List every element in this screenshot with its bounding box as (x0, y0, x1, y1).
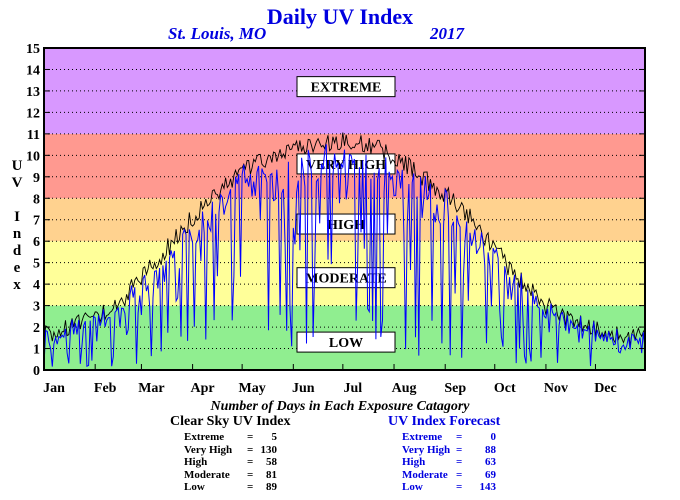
row-label: High (402, 456, 426, 468)
y-tick-label-11: 11 (27, 128, 40, 143)
table-row: Moderate = 69 (388, 469, 500, 482)
row-value: 0 (490, 431, 497, 443)
row-value: 143 (479, 481, 497, 493)
table-row: Very High = 130 (170, 444, 290, 457)
row-equals: = (456, 443, 463, 456)
row-value: 5 (271, 431, 278, 443)
row-label: Moderate (402, 468, 448, 481)
band-label-box (296, 76, 396, 98)
chart-title: Daily UV Index (266, 4, 414, 29)
y-tick-label-7: 7 (33, 214, 40, 229)
band-label-very-high: VERY HIGH (306, 158, 386, 173)
x-tick-label-jun: Jun (292, 381, 315, 396)
row-equals: = (456, 431, 463, 443)
y-tick-label-8: 8 (33, 192, 40, 207)
row-value: 88 (485, 443, 496, 456)
y-tick-label-9: 9 (33, 171, 40, 186)
y-tick-label-10: 10 (26, 149, 40, 164)
x-tick-label-jan: Jan (43, 381, 65, 396)
row-label: Extreme (184, 431, 225, 443)
row-equals: = (456, 456, 463, 468)
y-tick-label-14: 14 (26, 63, 40, 78)
forecast-line (43, 144, 646, 367)
band-label-box (296, 267, 396, 289)
x-tick-label-feb: Feb (94, 381, 117, 396)
y-tick-label-15: 15 (26, 42, 40, 57)
row-equals: = (247, 481, 254, 493)
table-row: High = 58 (170, 456, 290, 469)
band-label-moderate: MODERATE (305, 272, 386, 287)
row-label: High (184, 456, 208, 468)
x-tick-label-jul: Jul (344, 381, 363, 396)
row-equals: = (456, 481, 463, 493)
table-row: Extreme = 5 (170, 431, 290, 444)
x-axis: Jan Feb Mar Apr May Jun Jul Aug Sep Oct Nov Dec (43, 364, 617, 396)
summary-title: Number of Days in Each Exposure Catagory (210, 399, 470, 414)
row-value: 89 (266, 481, 277, 493)
y-tick-label-13: 13 (26, 85, 40, 100)
table-row: Low = 143 (388, 481, 500, 494)
x-tick-label-mar: Mar (138, 381, 164, 396)
y-tick-label-3: 3 (33, 300, 40, 315)
clear-sky-line (43, 132, 646, 346)
row-label: Extreme (402, 431, 443, 443)
row-value: 130 (260, 443, 278, 456)
forecast-table: UV Index Forecast Extreme = 0 Very High = 88 H… (388, 414, 500, 494)
band-label-box (296, 331, 396, 353)
row-equals: = (456, 468, 463, 481)
clear-sky-table: Clear Sky UV Index Extreme = 5 Very High = 13… (170, 414, 290, 494)
y-tick-label-1: 1 (33, 343, 40, 358)
chart-year: 2017 (430, 24, 464, 43)
y-tick-label-5: 5 (33, 257, 40, 272)
x-tick-label-apr: Apr (191, 381, 215, 396)
x-tick-label-nov: Nov (544, 381, 568, 396)
row-equals: = (247, 431, 254, 443)
row-label: Moderate (184, 468, 230, 481)
x-tick-label-dec: Dec (594, 381, 617, 396)
y-tick-label-2: 2 (33, 321, 40, 336)
row-value: 81 (266, 468, 277, 481)
table-row: High = 63 (388, 456, 500, 469)
band-label-high: HIGH (327, 218, 365, 233)
x-tick-label-may: May (239, 381, 266, 396)
row-label: Low (184, 481, 205, 493)
row-value: 63 (485, 456, 496, 468)
chart-location: St. Louis, MO (168, 24, 267, 43)
table-row: Very High = 88 (388, 444, 500, 457)
table-row: Low = 89 (170, 481, 290, 494)
y-tick-label-4: 4 (33, 278, 40, 293)
row-equals: = (247, 468, 254, 481)
plot-frame (43, 47, 646, 371)
row-equals: = (247, 456, 254, 468)
series-lines (43, 132, 646, 367)
band-label-extreme: EXTREME (311, 81, 382, 96)
x-tick-label-aug: Aug (392, 381, 417, 396)
y-tick-label-12: 12 (26, 106, 40, 121)
row-value: 58 (266, 456, 277, 468)
table-row: Moderate = 81 (170, 469, 290, 482)
x-tick-label-oct: Oct (494, 381, 516, 396)
band-label-low: LOW (329, 336, 363, 351)
row-value: 69 (485, 468, 496, 481)
clear-sky-table-title: Clear Sky UV Index (170, 414, 291, 429)
x-tick-label-sep: Sep (444, 381, 466, 396)
table-row: Extreme = 0 (388, 431, 500, 444)
row-label: Very High (184, 443, 233, 456)
row-equals: = (247, 443, 254, 456)
forecast-table-title: UV Index Forecast (388, 414, 501, 429)
row-label: Low (402, 481, 423, 493)
y-tick-label-6: 6 (33, 235, 40, 250)
row-label: Very High (402, 443, 451, 456)
y-tick-label-0: 0 (33, 364, 40, 379)
